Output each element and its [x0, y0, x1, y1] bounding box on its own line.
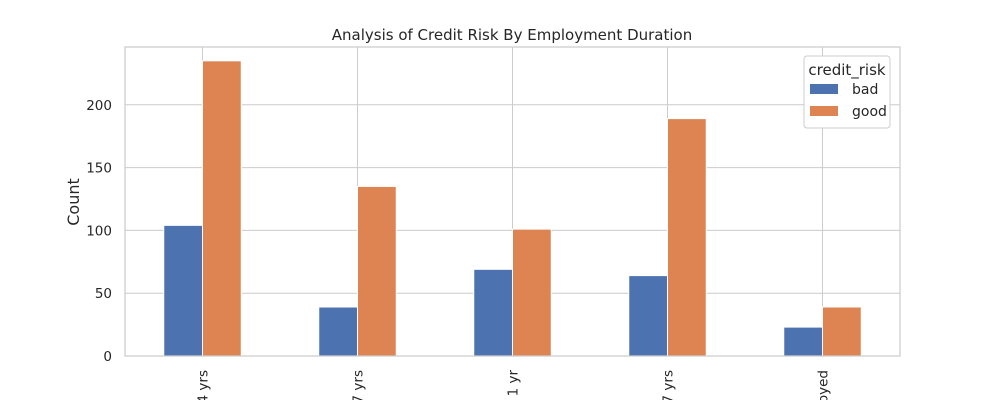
bar-bad	[628, 275, 668, 357]
bar-bad	[163, 224, 203, 357]
x-axis-ticks: 4 yrs 7 yrs 1 yr 7 yrs oyed	[196, 370, 832, 400]
y-axis-label: Count	[64, 178, 83, 226]
bar-bad	[783, 326, 823, 357]
y-tick-label: 150	[86, 161, 112, 177]
y-tick-label: 50	[95, 286, 112, 302]
y-tick-label: 200	[86, 98, 112, 114]
x-tick-label: 1 yr	[506, 370, 522, 397]
bar-bad	[473, 268, 513, 357]
legend-title: credit_risk	[808, 61, 886, 80]
legend-swatch-bad	[810, 84, 838, 94]
y-tick-label: 0	[103, 349, 112, 365]
bar-good	[357, 185, 397, 357]
bar-good	[667, 118, 707, 357]
x-tick-label: 7 yrs	[661, 370, 677, 400]
x-tick-label: 4 yrs	[196, 370, 212, 400]
legend: credit_risk bad good	[803, 55, 891, 129]
chart-title: Analysis of Credit Risk By Employment Du…	[332, 26, 692, 44]
legend-swatch-good	[810, 106, 838, 116]
x-tick-label: 7 yrs	[351, 370, 367, 400]
legend-label-good: good	[852, 104, 887, 120]
bar-good	[512, 228, 552, 357]
legend-label-bad: bad	[852, 82, 878, 98]
y-axis-ticks: 0 50 100 150 200	[86, 98, 112, 365]
y-tick-label: 100	[86, 223, 112, 239]
bar-good	[202, 60, 242, 357]
bar-bad	[318, 306, 358, 357]
plot-frame	[124, 46, 901, 357]
bar-good	[822, 306, 862, 357]
x-tick-label: oyed	[816, 370, 832, 400]
